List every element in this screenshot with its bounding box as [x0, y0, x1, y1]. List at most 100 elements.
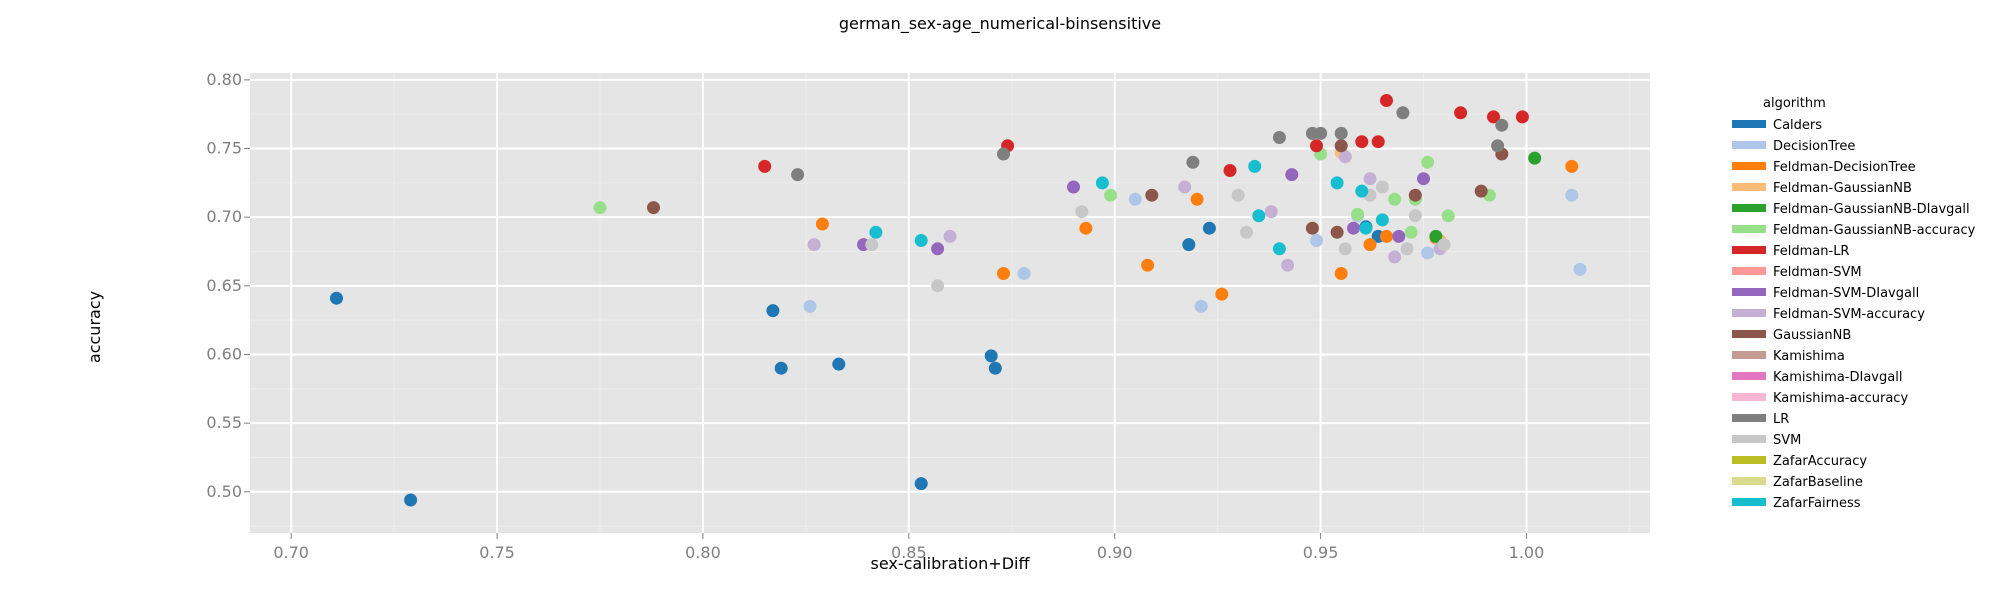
point-svm — [1408, 209, 1422, 223]
legend-label-zafarfairness: ZafarFairness — [1773, 496, 1861, 511]
point-gaussiannb — [1305, 221, 1319, 235]
point-feldman-lr — [1223, 164, 1237, 177]
point-decisiontree — [1017, 267, 1031, 280]
point-decisiontree — [1194, 299, 1208, 313]
legend-swatch-lr — [1732, 414, 1766, 422]
point-calders — [766, 304, 780, 318]
point-calders — [1202, 221, 1216, 235]
point-calders — [330, 291, 343, 305]
point-lr — [1314, 126, 1328, 140]
x-axis-title: sex-calibration+Diff — [870, 554, 1030, 573]
point-feldman-gaussiannb-accuracy — [1421, 155, 1435, 169]
legend-swatch-svm — [1732, 435, 1766, 443]
legend-swatch-feldman-svm-diavgall — [1732, 288, 1766, 296]
legend-swatch-kamishima-diavgall — [1732, 372, 1766, 380]
legend-label-kamishima-accuracy: Kamishima-accuracy — [1773, 391, 1908, 406]
point-feldman-lr — [1454, 106, 1468, 120]
plot-area — [250, 73, 1650, 533]
point-feldman-decisiontree — [815, 217, 829, 231]
y-axis: 0.80 0.75 0.70 0.65 0.60 0.55 0.50 — [206, 70, 250, 501]
point-svm — [1375, 180, 1389, 194]
legend-swatch-feldman-svm — [1732, 267, 1766, 275]
point-gaussiannb — [1334, 139, 1348, 153]
point-feldman-decisiontree — [1380, 229, 1393, 243]
legend-label-feldman-svm-diavgall: Feldman-SVM-DIavgall — [1773, 286, 1919, 301]
point-feldman-lr — [1380, 94, 1393, 107]
point-svm — [931, 279, 945, 293]
point-decisiontree — [1573, 262, 1587, 276]
point-decisiontree — [1128, 192, 1142, 206]
point-lr — [1334, 126, 1348, 140]
x-axis: 0.70 0.75 0.80 0.85 0.90 0.95 1.00 — [273, 533, 1544, 562]
point-feldman-gaussiannb-accuracy — [1441, 209, 1455, 223]
point-svm — [865, 238, 879, 252]
point-svm — [1400, 242, 1414, 256]
point-svm — [1437, 238, 1451, 252]
y-tick-label: 0.55 — [206, 413, 242, 432]
point-feldman-gaussiannb-accuracy — [1404, 225, 1418, 239]
point-feldman-decisiontree — [1363, 238, 1377, 252]
legend-label-calders: Calders — [1773, 118, 1822, 133]
legend-label-zafaraccuracy: ZafarAccuracy — [1773, 454, 1867, 469]
point-svm — [1231, 188, 1245, 202]
point-zafarfairness — [1252, 209, 1266, 223]
point-decisiontree — [1421, 246, 1435, 260]
point-feldman-svm-diavgall — [1347, 221, 1360, 235]
point-feldman-gaussiannb-accuracy — [1104, 188, 1118, 202]
major-gridlines — [250, 73, 1650, 533]
point-zafarfairness — [1355, 184, 1369, 198]
point-feldman-svm-accuracy — [1281, 258, 1295, 272]
point-feldman-decisiontree — [1565, 159, 1579, 173]
legend-swatch-feldman-gaussiannb-diavgall — [1732, 204, 1766, 212]
legend-label-gaussiannb: GaussianNB — [1773, 328, 1851, 343]
x-tick-label: 0.80 — [685, 543, 721, 562]
point-feldman-svm-accuracy — [1264, 205, 1278, 219]
point-feldman-svm-diavgall — [1067, 180, 1080, 194]
point-calders — [404, 493, 418, 507]
point-calders — [774, 361, 788, 375]
point-zafarfairness — [1330, 176, 1344, 190]
point-gaussiannb — [647, 201, 660, 215]
y-tick-label: 0.60 — [206, 344, 242, 363]
y-tick-label: 0.70 — [206, 207, 242, 226]
point-feldman-gaussiannb-diavgall — [1429, 229, 1443, 243]
point-feldman-svm-diavgall — [931, 242, 945, 256]
point-feldman-gaussiannb-accuracy — [593, 201, 607, 215]
point-feldman-gaussiannb-accuracy — [1388, 192, 1402, 206]
legend-label-feldman-gaussiannb: Feldman-GaussianNB — [1773, 181, 1912, 196]
point-calders — [832, 357, 846, 371]
legend-label-zafarbaseline: ZafarBaseline — [1773, 475, 1863, 490]
legend-swatch-zafaraccuracy — [1732, 456, 1766, 464]
point-feldman-svm-accuracy — [1338, 150, 1352, 164]
y-tick-label: 0.50 — [206, 482, 242, 501]
point-feldman-gaussiannb-accuracy — [1351, 207, 1365, 221]
point-lr — [1186, 155, 1200, 169]
point-svm — [1075, 205, 1089, 219]
point-feldman-lr — [758, 159, 772, 173]
legend-label-kamishima-diavgall: Kamishima-DIavgall — [1773, 370, 1902, 385]
point-lr — [1396, 106, 1410, 120]
legend-label-feldman-gaussiannb-accuracy: Feldman-GaussianNB-accuracy — [1773, 223, 1976, 238]
point-zafarfairness — [1248, 159, 1262, 173]
x-tick-label: 0.90 — [1097, 543, 1133, 562]
point-gaussiannb — [1408, 188, 1422, 202]
legend-swatch-zafarfairness — [1732, 498, 1766, 506]
point-svm — [1338, 242, 1352, 256]
point-calders — [988, 361, 1002, 375]
point-calders — [984, 349, 998, 363]
point-zafarfairness — [1095, 176, 1109, 190]
point-feldman-lr — [1371, 135, 1385, 149]
data-points — [330, 94, 1587, 507]
y-tick-label: 0.80 — [206, 70, 242, 89]
x-tick-label: 0.95 — [1303, 543, 1339, 562]
legend-label-feldman-svm: Feldman-SVM — [1773, 265, 1862, 280]
y-axis-title: accuracy — [85, 291, 104, 363]
point-lr — [997, 147, 1010, 161]
point-feldman-svm-diavgall — [1285, 168, 1299, 182]
point-gaussiannb — [1145, 188, 1159, 202]
legend-label-lr: LR — [1773, 412, 1789, 427]
legend-label-decisiontree: DecisionTree — [1773, 139, 1855, 154]
point-calders — [1182, 238, 1196, 252]
point-feldman-svm-diavgall — [1417, 172, 1430, 186]
point-zafarfairness — [1359, 221, 1373, 235]
